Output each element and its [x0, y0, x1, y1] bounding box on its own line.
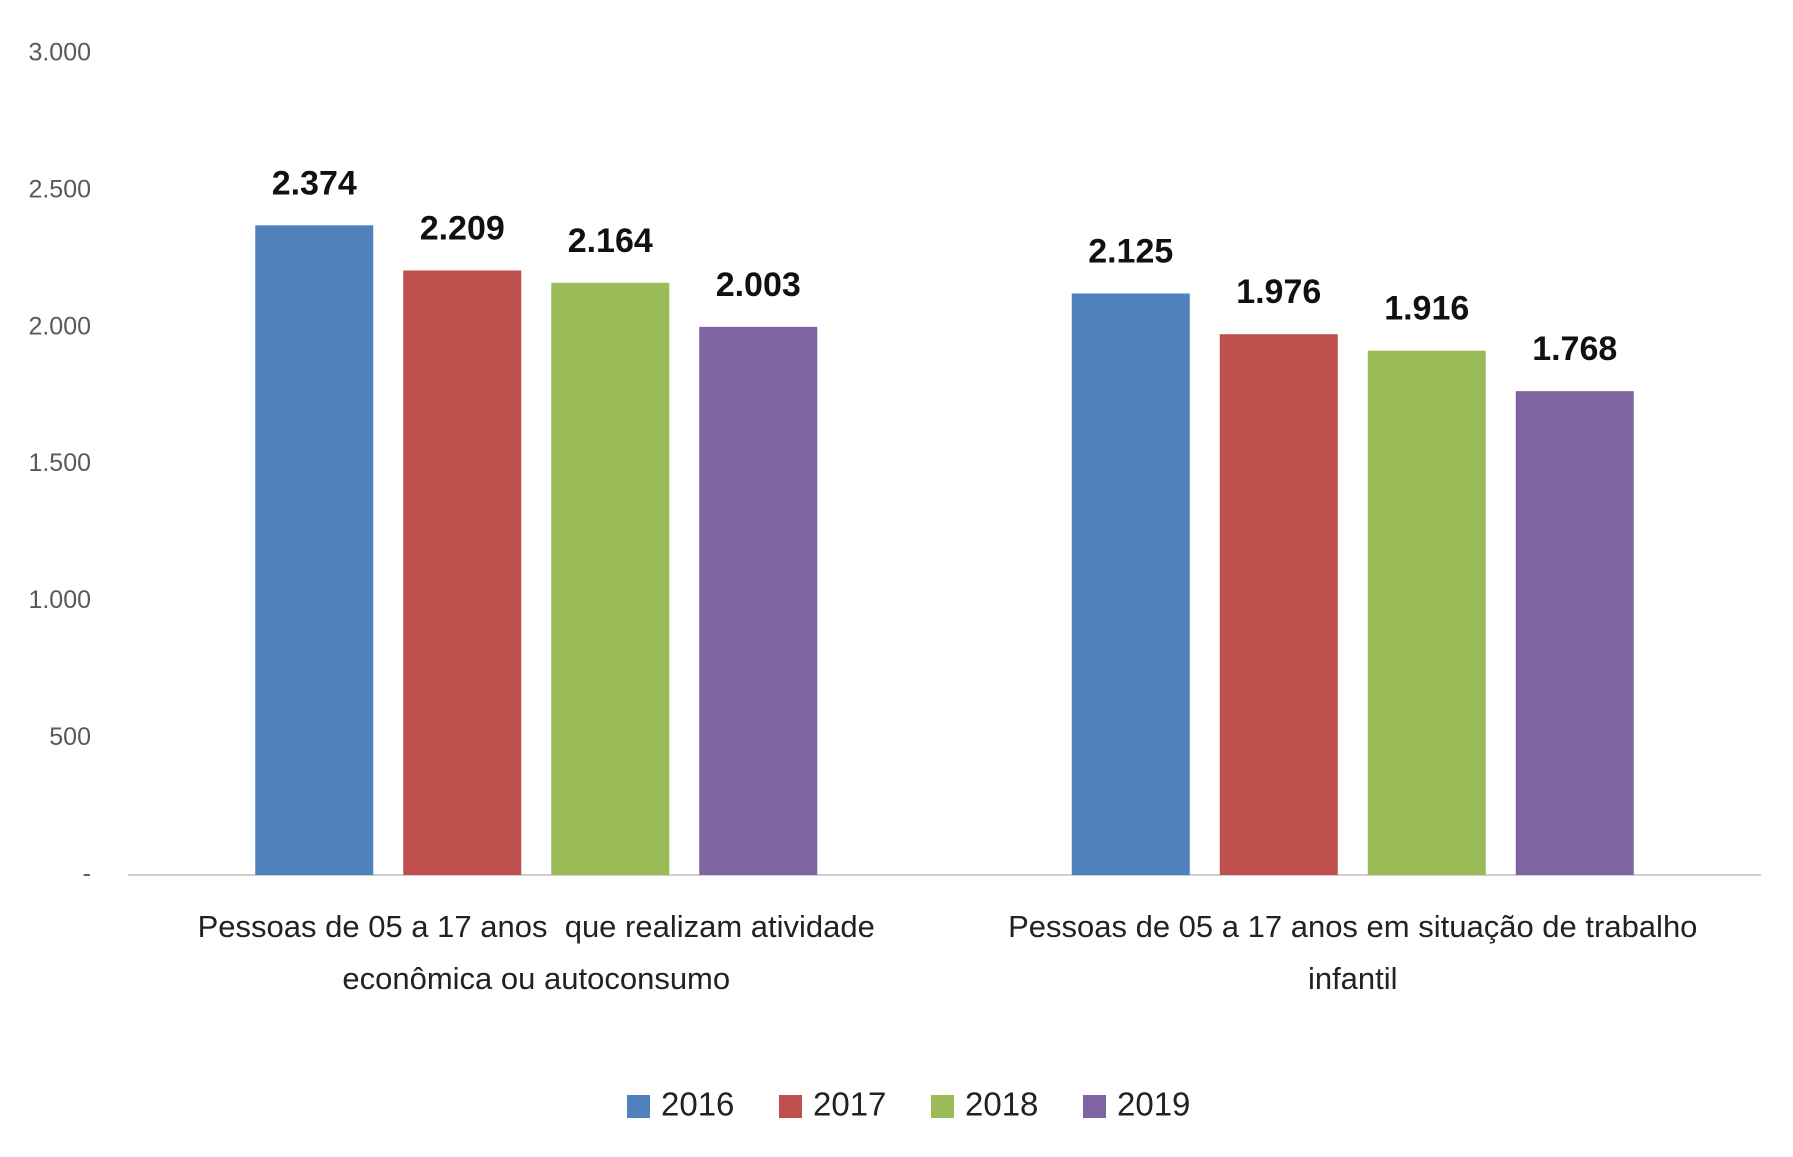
y-tick-label: 2.500 — [28, 175, 91, 203]
legend-label: 2016 — [661, 1086, 734, 1123]
bar — [551, 282, 670, 875]
value-label: 1.916 — [1384, 290, 1469, 328]
value-label: 2.003 — [716, 266, 801, 304]
y-tick-label: 1.500 — [28, 449, 91, 477]
legend-label: 2018 — [965, 1086, 1038, 1123]
legend-label: 2017 — [813, 1086, 886, 1123]
y-tick-label: 1.000 — [28, 586, 91, 614]
x-tick-label: Pessoas de 05 a 17 anos que realizam ati… — [197, 909, 884, 996]
legend-swatch — [931, 1095, 954, 1118]
legend-swatch — [627, 1095, 650, 1118]
value-label: 1.768 — [1532, 330, 1617, 368]
value-label: 2.209 — [420, 209, 505, 247]
value-label: 2.374 — [272, 164, 357, 202]
bar — [1219, 334, 1338, 875]
legend-label: 2019 — [1117, 1086, 1190, 1123]
y-tick-label: - — [83, 860, 91, 888]
value-label: 2.164 — [568, 222, 653, 260]
y-tick-label: 2.000 — [28, 312, 91, 340]
bar — [1071, 293, 1190, 875]
y-tick-label: 3.000 — [28, 39, 91, 67]
legend-swatch — [1083, 1095, 1106, 1118]
x-tick-label: Pessoas de 05 a 17 anos em situação de t… — [1008, 909, 1707, 996]
bar — [403, 270, 522, 875]
bar — [1515, 391, 1634, 875]
y-tick-label: 500 — [49, 723, 91, 751]
bar — [255, 225, 374, 876]
legend-swatch — [779, 1095, 802, 1118]
bar — [699, 326, 818, 875]
bar — [1367, 350, 1486, 875]
value-label: 1.976 — [1236, 273, 1321, 311]
value-label: 2.125 — [1088, 232, 1173, 270]
